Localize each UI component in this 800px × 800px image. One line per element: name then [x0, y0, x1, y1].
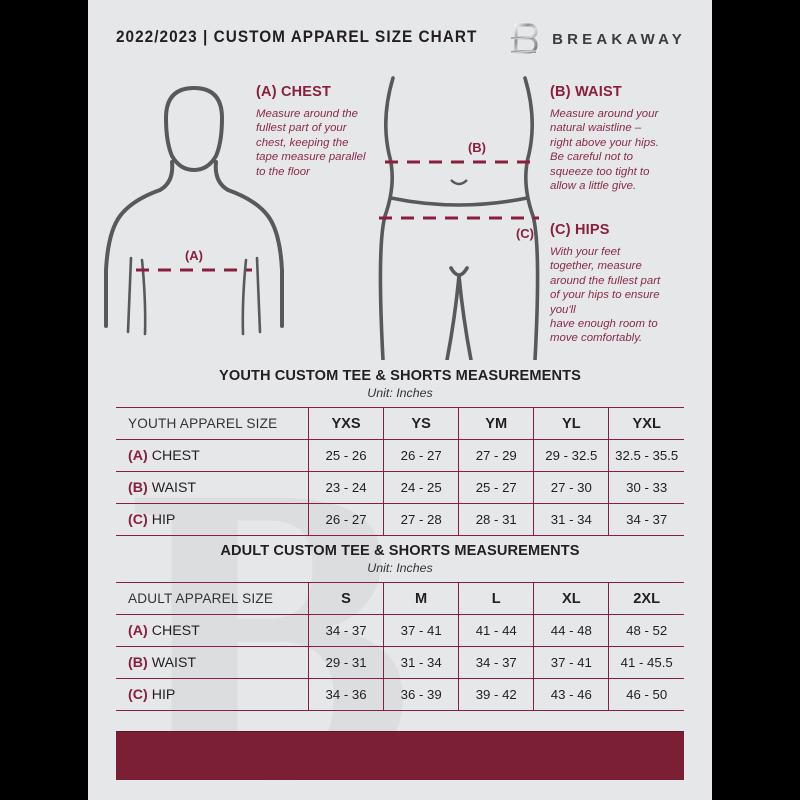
measurement-value: 44 - 48 — [533, 614, 609, 647]
measurement-label: (C) HIP — [116, 503, 309, 536]
measurement-label: (C) HIP — [116, 678, 309, 711]
measurement-value: 34 - 37 — [458, 646, 534, 679]
table-header-row: ADULT APPAREL SIZE S M L XL 2XL — [116, 582, 684, 615]
column-header: XL — [533, 582, 609, 615]
callout-hips: (C) HIPS With your feet together, measur… — [550, 222, 710, 346]
table-row: (C) HIP 26 - 27 27 - 28 28 - 31 31 - 34 34 - 3… — [116, 503, 684, 536]
column-header: L — [458, 582, 534, 615]
measurement-tag: (A) — [128, 622, 148, 639]
adult-table-unit: Unit: Inches — [367, 561, 433, 575]
measurement-tag: (C) — [128, 511, 148, 528]
callout-hips-title: (C) HIPS — [550, 222, 610, 238]
measurement-tag: (B) — [128, 479, 148, 496]
measurement-value: 28 - 31 — [458, 503, 534, 536]
navel-detail — [450, 179, 468, 186]
waist-marker-label: (B) — [468, 140, 486, 155]
measurement-label: (B) WAIST — [116, 471, 309, 504]
upper-body-figure: (A) — [104, 86, 284, 336]
youth-table-title: YOUTH CUSTOM TEE & SHORTS MEASUREMENTS — [219, 368, 581, 384]
measurement-value: 37 - 41 — [533, 646, 609, 679]
measurement-label: (A) CHEST — [116, 614, 309, 647]
measurement-value: 43 - 46 — [533, 678, 609, 711]
measurement-value: 36 - 39 — [383, 678, 459, 711]
youth-table-unit: Unit: Inches — [367, 386, 433, 400]
column-header: YM — [458, 407, 534, 440]
measurement-value: 23 - 24 — [307, 471, 384, 504]
measurement-value: 25 - 26 — [307, 439, 384, 472]
measurement-value: 25 - 27 — [458, 471, 534, 504]
callout-waist-body: Measure around your natural waistline – … — [550, 108, 659, 193]
hip-marker-label: (C) — [516, 226, 534, 241]
table-row: (A) CHEST 25 - 26 26 - 27 27 - 29 29 - 32.5 32… — [116, 439, 684, 472]
measurement-label: (B) WAIST — [116, 646, 309, 679]
callout-chest: (A) CHEST Measure around the fullest par… — [256, 84, 408, 179]
measurement-value: 27 - 29 — [458, 439, 534, 472]
measurement-value: 27 - 30 — [533, 471, 609, 504]
measurement-illustration: (A) (B) (C) (A) CHEST Measure around the… — [88, 70, 712, 360]
page-title: 2022/2023 | CUSTOM APPAREL SIZE CHART — [116, 28, 478, 46]
column-header: S — [307, 582, 384, 615]
callout-waist: (B) WAIST Measure around your natural wa… — [550, 84, 710, 193]
measurement-value: 39 - 42 — [458, 678, 534, 711]
callout-chest-title: (A) CHEST — [256, 84, 332, 100]
column-header: YXL — [608, 407, 684, 440]
measurement-value: 31 - 34 — [533, 503, 609, 536]
column-header: YL — [533, 407, 609, 440]
adult-size-table: ADULT APPAREL SIZE S M L XL 2XL (A) CHEST 34 - … — [116, 582, 684, 711]
youth-size-table: YOUTH APPAREL SIZE YXS YS YM YL YXL (A) CHEST 2… — [116, 407, 684, 536]
measurement-value: 24 - 25 — [383, 471, 459, 504]
column-header: YS — [383, 407, 459, 440]
adult-table-body: (A) CHEST 34 - 37 37 - 41 41 - 44 44 - 48 48 -… — [116, 614, 684, 711]
callout-hips-body: With your feet together, measure around … — [550, 246, 661, 345]
measurement-value: 26 - 27 — [383, 439, 459, 472]
youth-size-table-block: YOUTH CUSTOM TEE & SHORTS MEASUREMENTS U… — [116, 368, 684, 536]
lower-body-figure: (B) (C) — [378, 76, 540, 360]
table-row: (C) HIP 34 - 36 36 - 39 39 - 42 43 - 46 46 - 5… — [116, 678, 684, 711]
table-row: (B) WAIST 29 - 31 31 - 34 34 - 37 37 - 41 41 -… — [116, 646, 684, 679]
column-header: M — [383, 582, 459, 615]
chest-marker-label: (A) — [185, 248, 203, 263]
table-row: (A) CHEST 34 - 37 37 - 41 41 - 44 44 - 48 48 -… — [116, 614, 684, 647]
brand-logo-icon — [511, 23, 538, 54]
youth-table-body: (A) CHEST 25 - 26 26 - 27 27 - 29 29 - 32.5 32… — [116, 439, 684, 536]
measurement-value: 31 - 34 — [383, 646, 459, 679]
size-chart-page: B 2022/2023 | CUSTOM APPAREL SIZE CHART … — [88, 0, 712, 800]
measurement-tag: (B) — [128, 654, 148, 671]
adult-table-title: ADULT CUSTOM TEE & SHORTS MEASUREMENTS — [220, 543, 580, 559]
measurement-tag: (A) — [128, 447, 148, 464]
measurement-value: 37 - 41 — [383, 614, 459, 647]
measurement-value: 34 - 36 — [307, 678, 384, 711]
measurement-label: (A) CHEST — [116, 439, 309, 472]
measurement-value: 41 - 45.5 — [608, 646, 684, 679]
column-header: 2XL — [608, 582, 684, 615]
measurement-tag: (C) — [128, 686, 148, 703]
callout-waist-title: (B) WAIST — [550, 84, 622, 100]
measurement-value: 32.5 - 35.5 — [608, 439, 684, 472]
table-header-row: YOUTH APPAREL SIZE YXS YS YM YL YXL — [116, 407, 684, 440]
brand-name: BREAKAWAY — [552, 30, 686, 48]
measurement-value: 41 - 44 — [458, 614, 534, 647]
measurement-value: 30 - 33 — [608, 471, 684, 504]
row-header-label: YOUTH APPAREL SIZE — [116, 407, 309, 440]
row-header-label: ADULT APPAREL SIZE — [116, 582, 309, 615]
brand-lockup: BREAKAWAY — [509, 22, 686, 56]
column-header: YXS — [307, 407, 384, 440]
measurement-value: 34 - 37 — [608, 503, 684, 536]
measurement-value: 34 - 37 — [307, 614, 384, 647]
page-header: 2022/2023 | CUSTOM APPAREL SIZE CHART BR… — [88, 0, 712, 72]
callout-chest-body: Measure around the fullest part of your … — [256, 108, 366, 178]
measurement-value: 26 - 27 — [307, 503, 384, 536]
table-row: (B) WAIST 23 - 24 24 - 25 25 - 27 27 - 30 30 -… — [116, 471, 684, 504]
measurement-value: 29 - 32.5 — [533, 439, 609, 472]
measurement-value: 46 - 50 — [608, 678, 684, 711]
measurement-value: 48 - 52 — [608, 614, 684, 647]
adult-size-table-block: ADULT CUSTOM TEE & SHORTS MEASUREMENTS U… — [116, 543, 684, 711]
measurement-value: 29 - 31 — [307, 646, 384, 679]
footer-bar — [116, 731, 684, 780]
measurement-value: 27 - 28 — [383, 503, 459, 536]
